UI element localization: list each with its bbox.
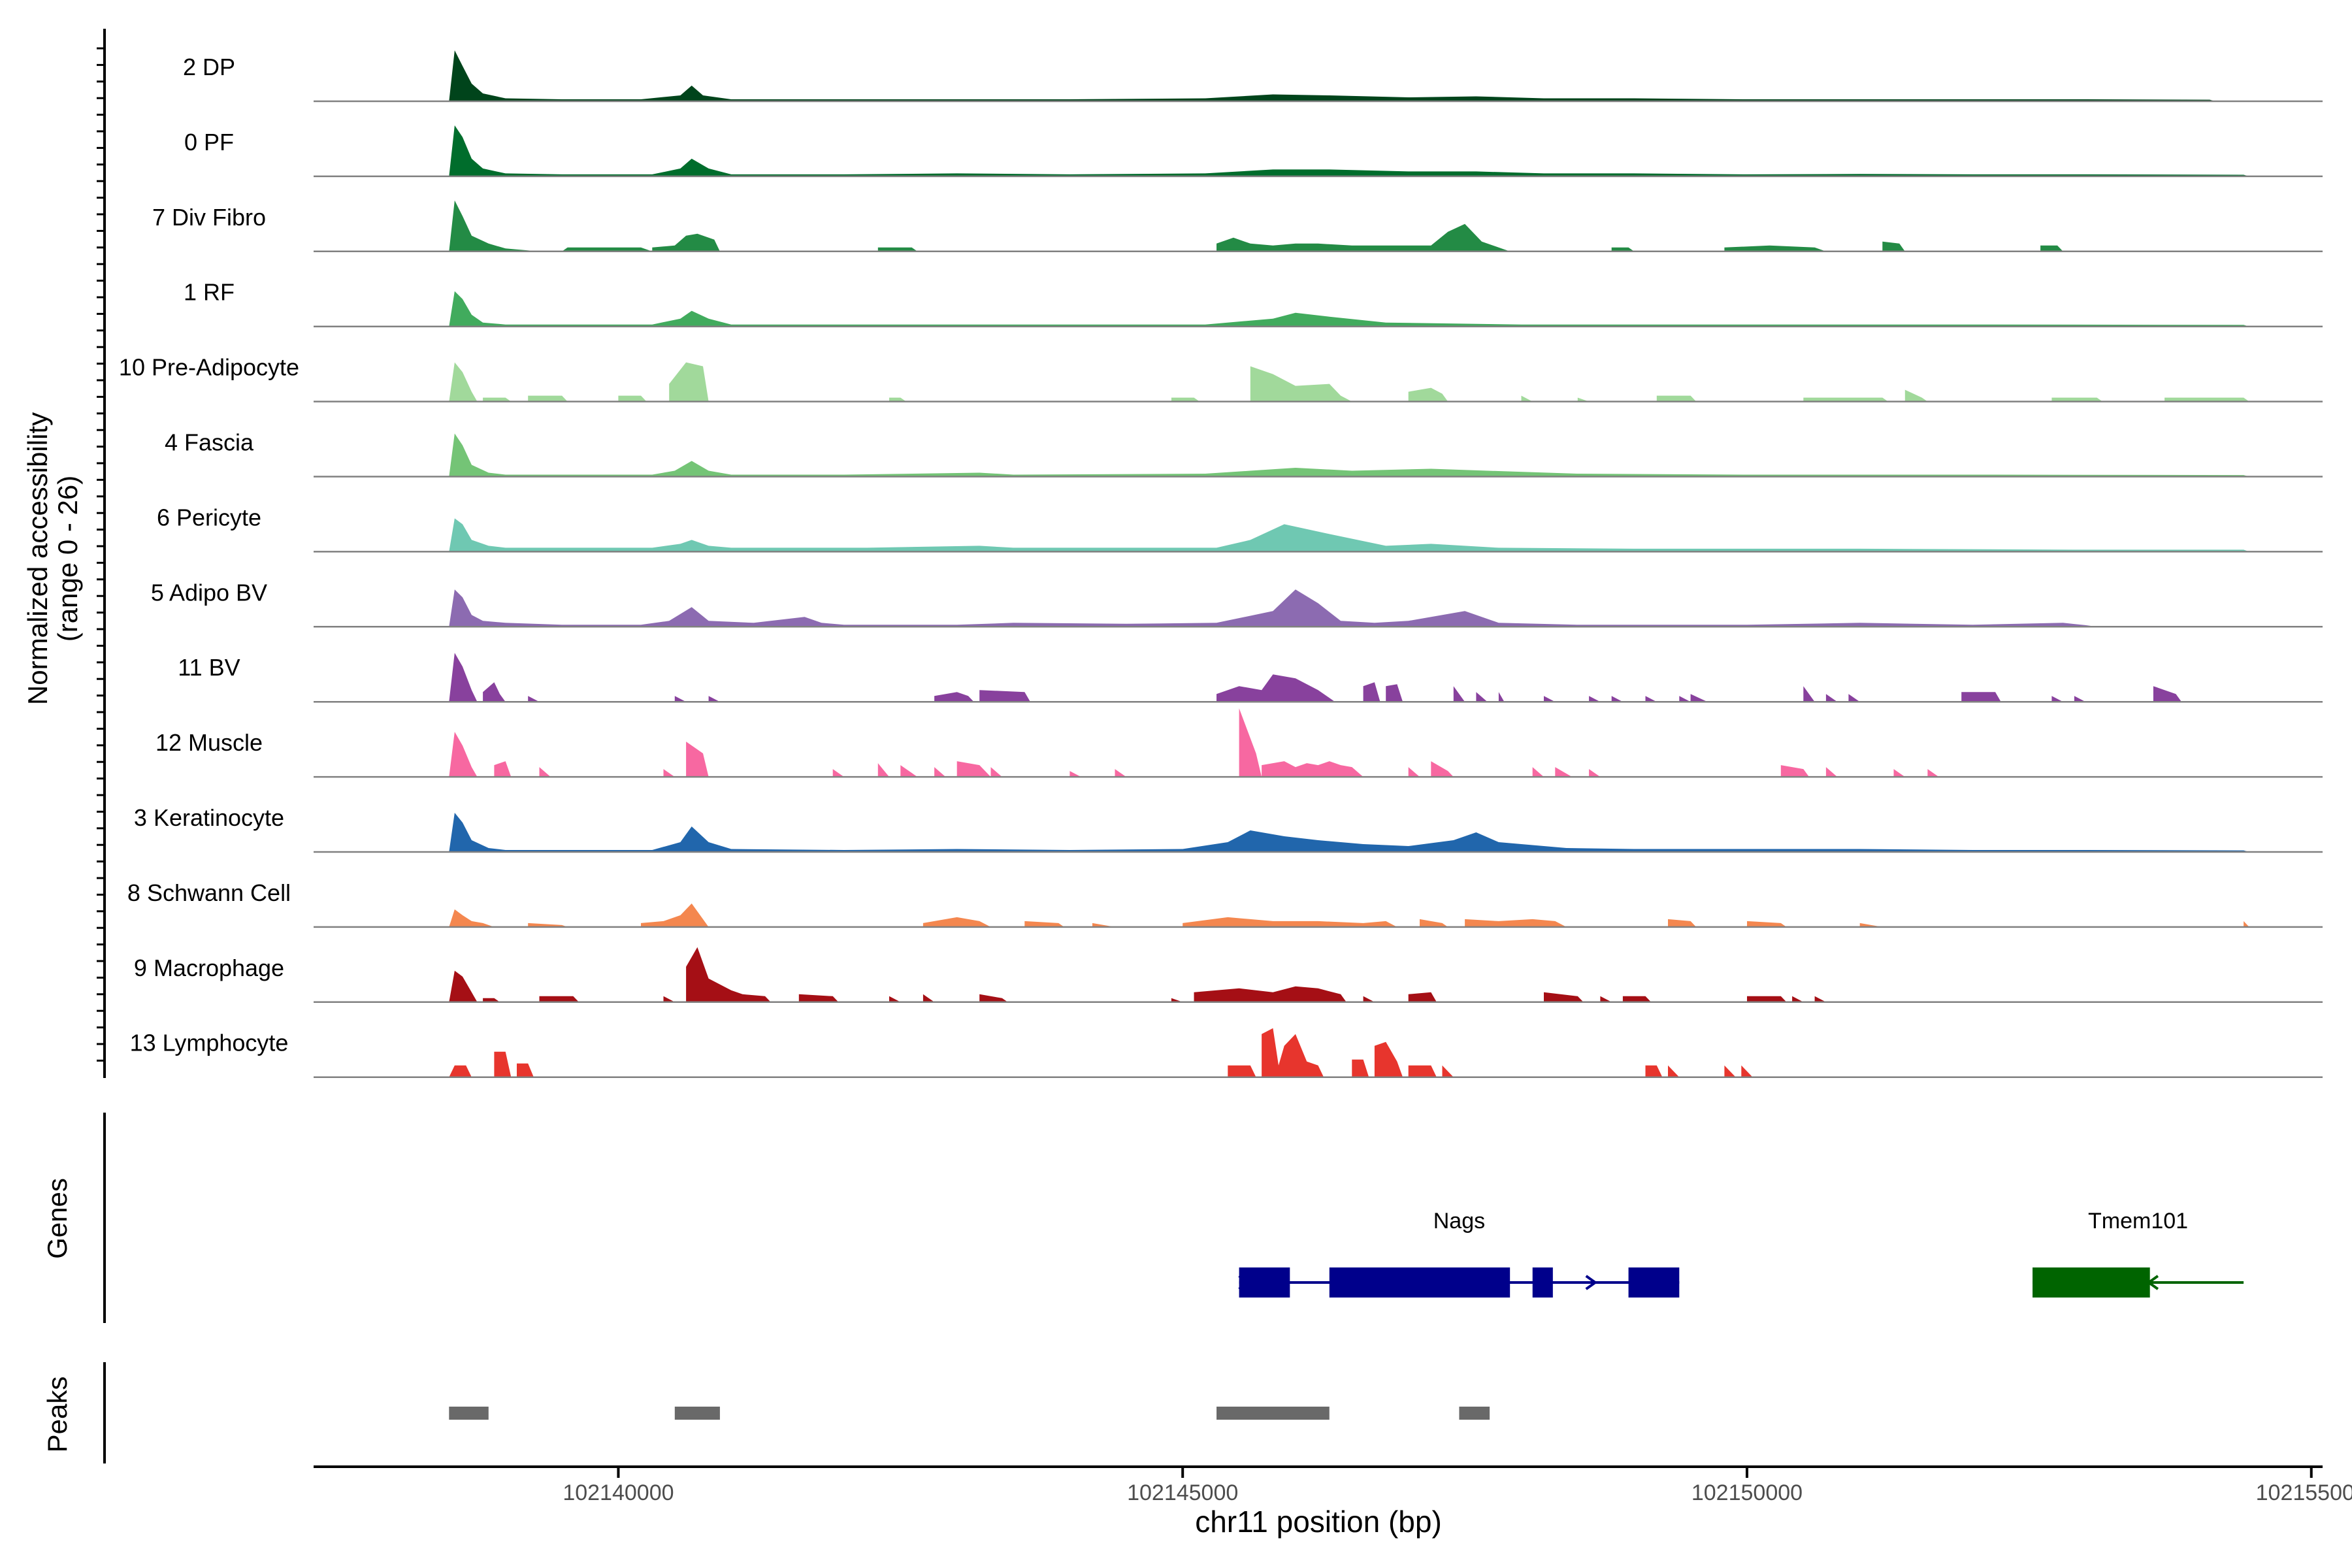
track-5-adipo-bv: 5 Adipo BV — [151, 579, 2323, 628]
track-label: 7 Div Fibro — [152, 204, 266, 231]
track-area-12-muscle — [449, 708, 1939, 777]
track-label: 8 Schwann Cell — [127, 879, 291, 906]
accessibility-tracks: 2 DP 0 PF 7 Div Fibro 1 RF 10 Pre-Adipocyte 4… — [119, 50, 2323, 1078]
gene-tmem101: Tmem101 — [2033, 1209, 2244, 1298]
track-label: 11 BV — [178, 654, 240, 681]
track-label: 3 Keratinocyte — [134, 804, 284, 831]
track-3-keratinocyte: 3 Keratinocyte — [134, 804, 2323, 853]
gene-annotation-panel: Nags Tmem101 — [1238, 1209, 2244, 1298]
gene-nags: Nags — [1238, 1209, 1680, 1298]
track-area-7-div-fibro — [449, 200, 2063, 252]
track-label: 4 Fascia — [165, 429, 254, 456]
peak-bar — [674, 1407, 720, 1420]
gene-exon — [1329, 1267, 1511, 1298]
tracks-y-axis-ticks — [97, 47, 105, 1062]
peak-annotation-panel — [449, 1407, 1490, 1420]
track-area-5-adipo-bv — [449, 589, 2097, 627]
x-axis-ticks: 102140000 102145000 102150000 102155000 — [563, 1467, 2352, 1505]
track-4-fascia: 4 Fascia — [165, 429, 2323, 478]
track-label: 6 Pericyte — [157, 504, 261, 531]
track-10-pre-adipocyte: 10 Pre-Adipocyte — [119, 354, 2323, 402]
track-area-9-macrophage — [449, 947, 1826, 1002]
track-8-schwann-cell: 8 Schwann Cell — [127, 879, 2323, 928]
y-axis-title-line2: (range 0 - 26) — [52, 476, 83, 642]
track-area-11-bv — [449, 653, 2182, 702]
track-13-lymphocyte: 13 Lymphocyte — [130, 1028, 2323, 1078]
track-area-3-keratinocyte — [449, 813, 2249, 852]
track-label: 2 DP — [183, 54, 235, 80]
strand-arrow — [1238, 1275, 1250, 1290]
track-area-0-pf — [449, 125, 2249, 176]
x-tick-label: 102150000 — [1691, 1480, 1803, 1505]
track-area-6-pericyte — [449, 518, 2249, 552]
track-2-dp: 2 DP — [183, 50, 2323, 103]
track-label: 9 Macrophage — [134, 955, 284, 981]
x-tick-label: 102145000 — [1127, 1480, 1238, 1505]
track-area-2-dp — [449, 50, 2215, 101]
gene-exon — [1628, 1267, 1680, 1298]
track-7-div-fibro: 7 Div Fibro — [152, 200, 2323, 253]
track-9-macrophage: 9 Macrophage — [134, 947, 2323, 1004]
track-area-4-fascia — [449, 433, 2249, 477]
track-label: 0 PF — [184, 129, 234, 155]
x-tick-label: 102140000 — [563, 1480, 674, 1505]
track-area-8-schwann-cell — [449, 903, 2249, 927]
peak-bar — [1217, 1407, 1330, 1420]
peak-bar — [449, 1407, 489, 1420]
track-area-10-pre-adipocyte — [449, 362, 2249, 402]
y-axis-title-line1: Normalized accessibility — [22, 412, 53, 705]
strand-arrow — [1585, 1275, 1598, 1290]
gene-label: Tmem101 — [2088, 1209, 2188, 1233]
x-axis-title: chr11 position (bp) — [1195, 1505, 1442, 1539]
gene-label: Nags — [1433, 1209, 1485, 1233]
track-1-rf: 1 RF — [184, 279, 2323, 327]
track-label: 13 Lymphocyte — [130, 1030, 289, 1056]
peaks-panel-label: Peaks — [42, 1377, 73, 1453]
track-12-muscle: 12 Muscle — [155, 708, 2323, 778]
gene-exon — [1532, 1267, 1553, 1298]
track-area-13-lymphocyte — [449, 1028, 1753, 1077]
track-label: 12 Muscle — [155, 729, 263, 756]
track-area-1-rf — [449, 291, 2249, 327]
track-6-pericyte: 6 Pericyte — [157, 504, 2323, 553]
track-label: 1 RF — [184, 279, 235, 306]
genes-panel-label: Genes — [42, 1178, 73, 1259]
track-label: 10 Pre-Adipocyte — [119, 354, 299, 381]
x-tick-label: 102155000 — [2256, 1480, 2352, 1505]
peak-bar — [1459, 1407, 1490, 1420]
track-0-pf: 0 PF — [184, 125, 2323, 178]
track-label: 5 Adipo BV — [151, 579, 267, 606]
strand-arrow — [2146, 1275, 2159, 1290]
gene-exon — [2033, 1267, 2150, 1298]
track-11-bv: 11 BV — [178, 653, 2323, 703]
